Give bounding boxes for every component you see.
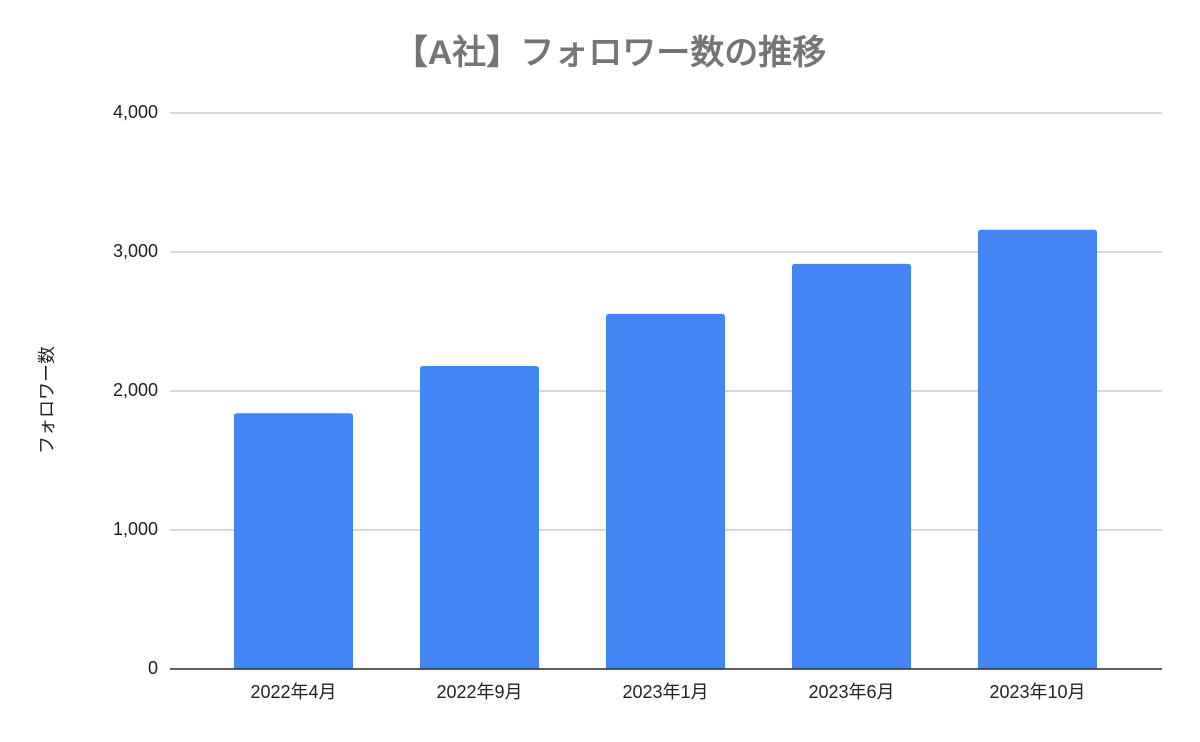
bar xyxy=(419,365,540,669)
bar xyxy=(791,263,912,669)
y-tick-label: 1,000 xyxy=(113,519,158,539)
x-tick-label: 2023年6月 xyxy=(808,682,894,702)
x-tick-label: 2022年9月 xyxy=(436,682,522,702)
bar xyxy=(605,313,726,669)
bar xyxy=(233,413,354,669)
y-tick-label: 3,000 xyxy=(113,241,158,261)
y-tick-label: 4,000 xyxy=(113,102,158,122)
y-axis-label: フォロワー数 xyxy=(37,346,57,454)
y-tick-label: 2,000 xyxy=(113,380,158,400)
x-tick-label: 2022年4月 xyxy=(250,682,336,702)
x-tick-label: 2023年10月 xyxy=(989,682,1085,702)
bar xyxy=(977,229,1098,669)
y-tick-label: 0 xyxy=(148,658,158,678)
chart-title: 【A社】フォロワー数の推移 xyxy=(394,34,827,72)
x-tick-label: 2023年1月 xyxy=(622,682,708,702)
